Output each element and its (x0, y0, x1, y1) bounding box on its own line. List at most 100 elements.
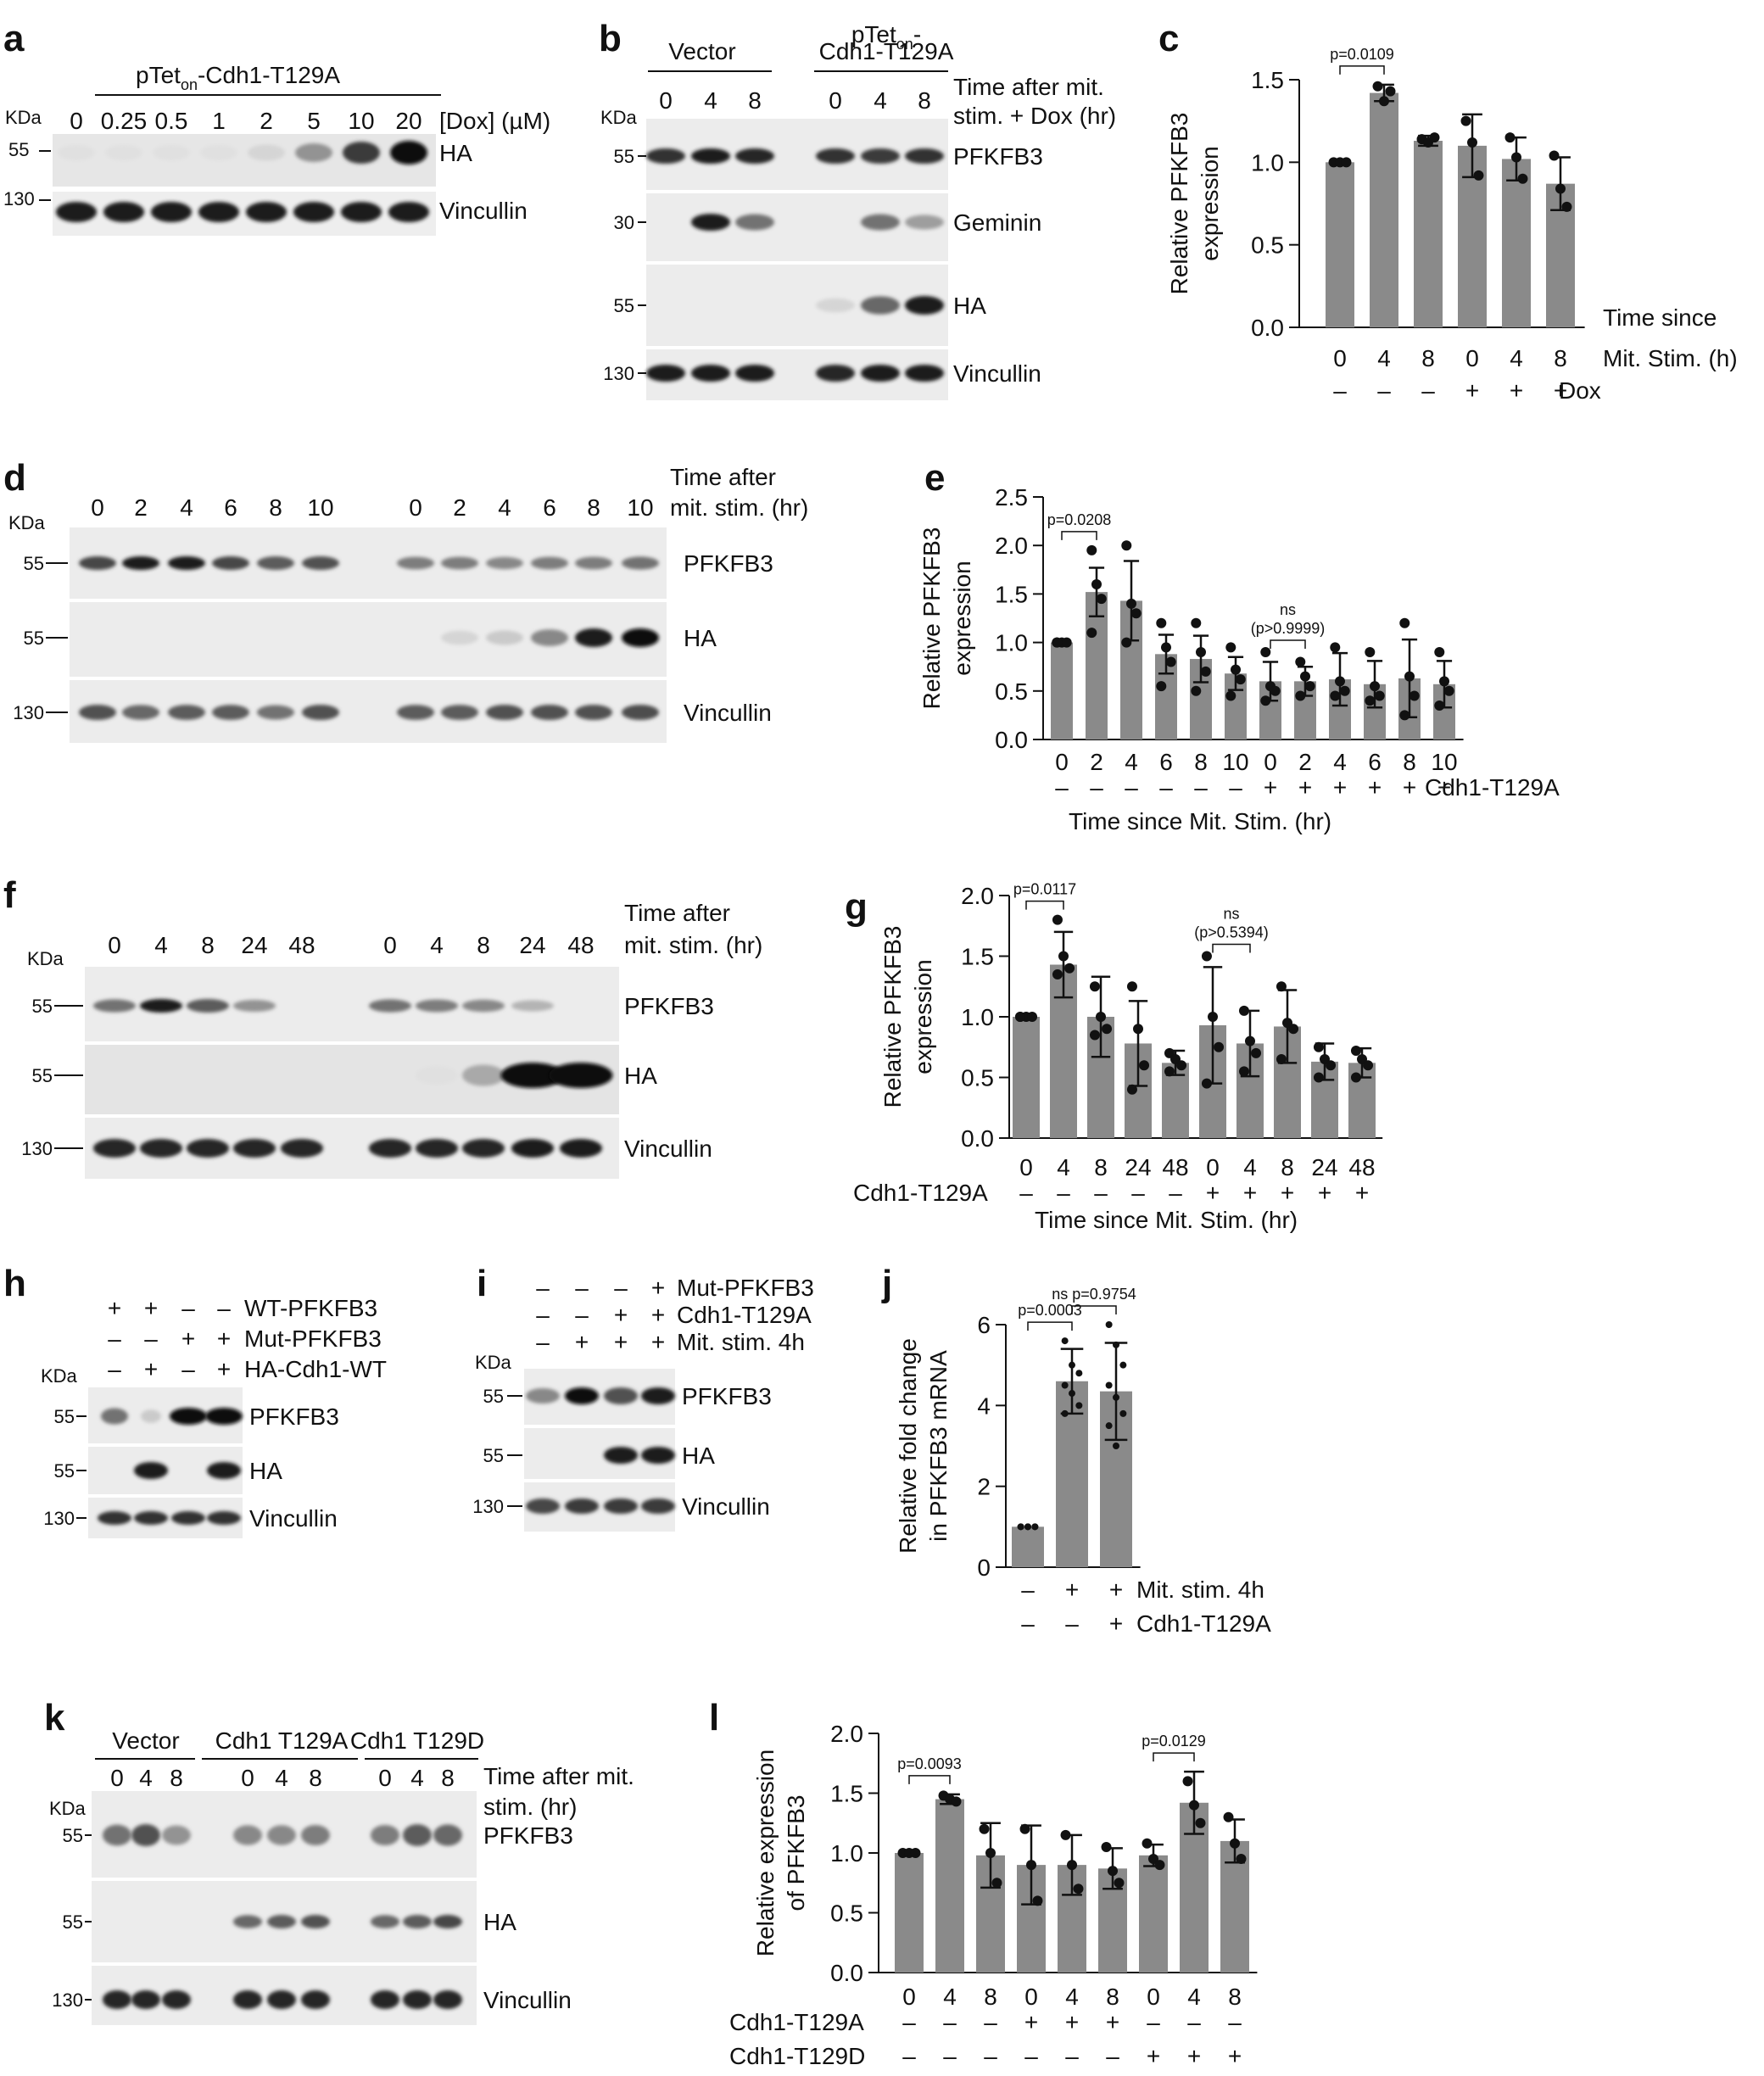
x-tick-label-g: 4 (1057, 1154, 1070, 1180)
data-point-e (1191, 617, 1202, 628)
time-label: 4 (410, 1765, 424, 1791)
f-band-label: Vincullin (624, 1136, 712, 1162)
dose-label: 2 (260, 108, 273, 134)
data-point-g (1176, 1060, 1187, 1071)
data-point-j (1061, 1409, 1069, 1417)
b-band-label: Vincullin (953, 360, 1041, 387)
data-point-g (1201, 951, 1212, 962)
condition-sign-g: – (1057, 1180, 1070, 1206)
dose-label: 0.25 (101, 108, 148, 134)
data-point-g (1363, 1060, 1374, 1071)
data-point-g (1139, 1060, 1150, 1071)
f-mw-label: 130 (21, 1138, 53, 1159)
data-point-e (1091, 578, 1102, 589)
y-tick-label-g: 2.0 (961, 883, 994, 909)
time-label: 4 (275, 1765, 288, 1791)
i-band (641, 1447, 675, 1464)
b-band (905, 365, 944, 382)
condition-sign-l: + (1147, 2043, 1160, 2069)
time-label: 0 (383, 932, 397, 958)
data-point-c (1385, 86, 1396, 97)
x-tick-label-e: 8 (1194, 749, 1208, 775)
x-axis-label-e: Time since Mit. Stim. (hr) (1069, 808, 1331, 834)
k-band-label: HA (483, 1909, 516, 1935)
time-label: 6 (224, 494, 237, 521)
panel-label-i: i (477, 1263, 487, 1304)
h-band (134, 1511, 168, 1525)
data-point-g (1089, 981, 1100, 992)
y-axis-label-c: Relative PFKFB3 (1166, 113, 1192, 295)
x-tick-label-l: 4 (943, 1984, 957, 2010)
condition-sign-j: + (1109, 1577, 1123, 1603)
y-tick-label-e: 0.0 (995, 727, 1028, 753)
condition-sign-g: + (1318, 1180, 1331, 1206)
significance-label-e: ns (1280, 601, 1296, 618)
x-tick-label-c: 4 (1510, 345, 1523, 371)
k-band (403, 1915, 432, 1928)
h-sign: – (217, 1295, 231, 1321)
data-point-e (1196, 647, 1206, 658)
data-point-g (1350, 1046, 1361, 1057)
data-point-j (1075, 1370, 1083, 1377)
y-tick-label-c: 0.0 (1251, 315, 1284, 341)
data-point-j (1061, 1381, 1069, 1389)
d-band (575, 628, 612, 647)
data-point-g (1276, 1054, 1287, 1065)
data-point-e (1399, 617, 1410, 628)
i-mw-label: 130 (472, 1496, 504, 1517)
x-tick-label-e: 0 (1055, 749, 1069, 775)
b-band (691, 365, 730, 382)
time-label: 4 (874, 87, 887, 114)
panel-label-b: b (599, 18, 622, 59)
data-point-l (1108, 1866, 1118, 1877)
x-tick-label-e: 6 (1368, 749, 1382, 775)
h-sign: + (144, 1295, 158, 1321)
condition-sign-g: – (1169, 1180, 1182, 1206)
data-point-e (1260, 647, 1271, 658)
bar-c (1414, 141, 1443, 327)
y-axis-label-g-2: expression (910, 959, 936, 1074)
data-point-l (1182, 1776, 1193, 1787)
h-row-label: Mut-PFKFB3 (244, 1325, 382, 1352)
data-point-j (1105, 1422, 1113, 1430)
y-tick-label-l: 1.5 (830, 1781, 863, 1807)
data-point-e (1270, 685, 1281, 696)
condition-sign-e: + (1298, 774, 1312, 801)
d-band (257, 705, 294, 720)
data-point-c (1473, 170, 1484, 181)
dose-labels: 0 0.25 0.5 1 2 5 10 20 (70, 108, 421, 134)
x-tick-label-c: 8 (1554, 345, 1567, 371)
data-point-l (1019, 1823, 1030, 1834)
y-axis-label-j-2: in PFKFB3 mRNA (925, 1350, 952, 1542)
f-band (369, 1139, 411, 1158)
condition-label-c: Dox (1559, 377, 1601, 404)
x-axis-label-g: Time since Mit. Stim. (hr) (1035, 1207, 1298, 1233)
data-point-g (1102, 1024, 1113, 1035)
kda-label-d: KDa (8, 512, 46, 533)
condition-sign-l: – (902, 2043, 916, 2069)
i-sign: + (651, 1275, 665, 1301)
d-band (575, 556, 612, 570)
d-band (486, 705, 523, 720)
condition-sign-c: + (1465, 377, 1479, 404)
b-band (816, 298, 855, 313)
f-band-label: PFKFB3 (624, 993, 714, 1019)
x-tick-label-e: 4 (1333, 749, 1347, 775)
f-mw-label: 55 (32, 1065, 53, 1086)
d-band (168, 556, 205, 570)
data-point-e (1365, 695, 1376, 706)
b-band (905, 148, 944, 164)
i-sign: – (614, 1275, 628, 1301)
ha-band (200, 144, 237, 161)
condition-sign-l: – (1106, 2043, 1119, 2069)
x-tick-label-l: 8 (1106, 1984, 1119, 2010)
d-band-label: PFKFB3 (684, 550, 773, 577)
k-band (162, 1990, 191, 2009)
x-tick-label-e: 2 (1090, 749, 1103, 775)
time-label: 48 (288, 932, 315, 958)
panel-label-h: h (3, 1263, 26, 1304)
x-tick-label-l: 4 (1065, 1984, 1079, 2010)
data-point-e (1443, 685, 1454, 696)
panel-label-l: l (709, 1697, 719, 1738)
data-point-j (1113, 1341, 1119, 1348)
